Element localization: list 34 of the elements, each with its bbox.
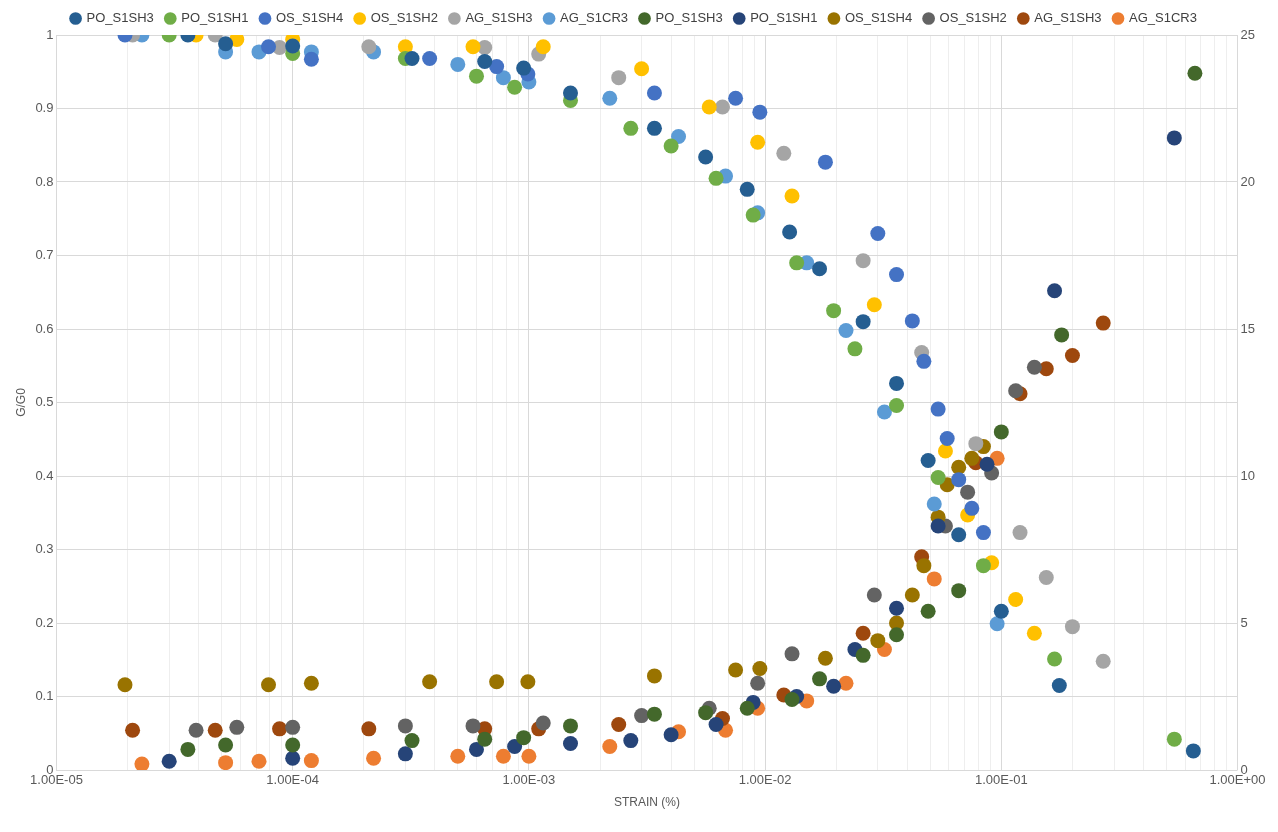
y-axis-title: G/G0 bbox=[13, 387, 28, 417]
legend-label: AG_S1SH3 bbox=[465, 10, 533, 26]
y-tick-label: 0.8 bbox=[35, 173, 54, 189]
x-tick-label: 1.00E-03 bbox=[502, 772, 556, 788]
y-tick-label: 0.2 bbox=[35, 614, 54, 630]
y2-tick-label: 5 bbox=[1240, 614, 1248, 630]
x-axis-title: STRAIN (%) bbox=[614, 795, 681, 810]
y-tick-label: 0.1 bbox=[35, 688, 54, 704]
legend-label: OS_S1SH2 bbox=[939, 10, 1007, 26]
legend-label: AG_S1CR3 bbox=[1129, 10, 1197, 26]
x-tick-label: 1.00E-04 bbox=[266, 772, 320, 788]
y-tick-label: 0.7 bbox=[35, 247, 54, 263]
y2-tick-label: 0 bbox=[1240, 761, 1248, 777]
x-tick-label: 1.00E-02 bbox=[738, 772, 792, 788]
y2-tick-label: 20 bbox=[1240, 173, 1256, 189]
y-tick-label: 0.9 bbox=[35, 100, 54, 116]
y2-tick-label: 15 bbox=[1240, 320, 1256, 336]
legend-label: PO_S1SH1 bbox=[181, 10, 249, 26]
legend-label: AG_S1CR3 bbox=[560, 10, 628, 26]
y-tick-label: 0.3 bbox=[35, 541, 54, 557]
legend-label: OS_S1SH2 bbox=[370, 10, 438, 26]
y2-tick-label: 10 bbox=[1240, 467, 1256, 483]
legend-label: OS_S1SH4 bbox=[275, 10, 344, 26]
legend-label: OS_S1SH4 bbox=[844, 10, 913, 26]
legend-label: PO_S1SH3 bbox=[655, 10, 723, 26]
y2-tick-label: 25 bbox=[1240, 26, 1256, 42]
y-tick-label: 1 bbox=[46, 26, 54, 42]
legend-label: AG_S1SH3 bbox=[1034, 10, 1102, 26]
y-tick-label: 0.5 bbox=[35, 394, 54, 410]
legend-label: PO_S1SH3 bbox=[86, 10, 154, 26]
x-tick-label: 1.00E-01 bbox=[974, 772, 1028, 788]
y-tick-label: 0.6 bbox=[35, 320, 54, 336]
legend-label: PO_S1SH1 bbox=[750, 10, 818, 26]
y-tick-label: 0.4 bbox=[35, 467, 54, 483]
